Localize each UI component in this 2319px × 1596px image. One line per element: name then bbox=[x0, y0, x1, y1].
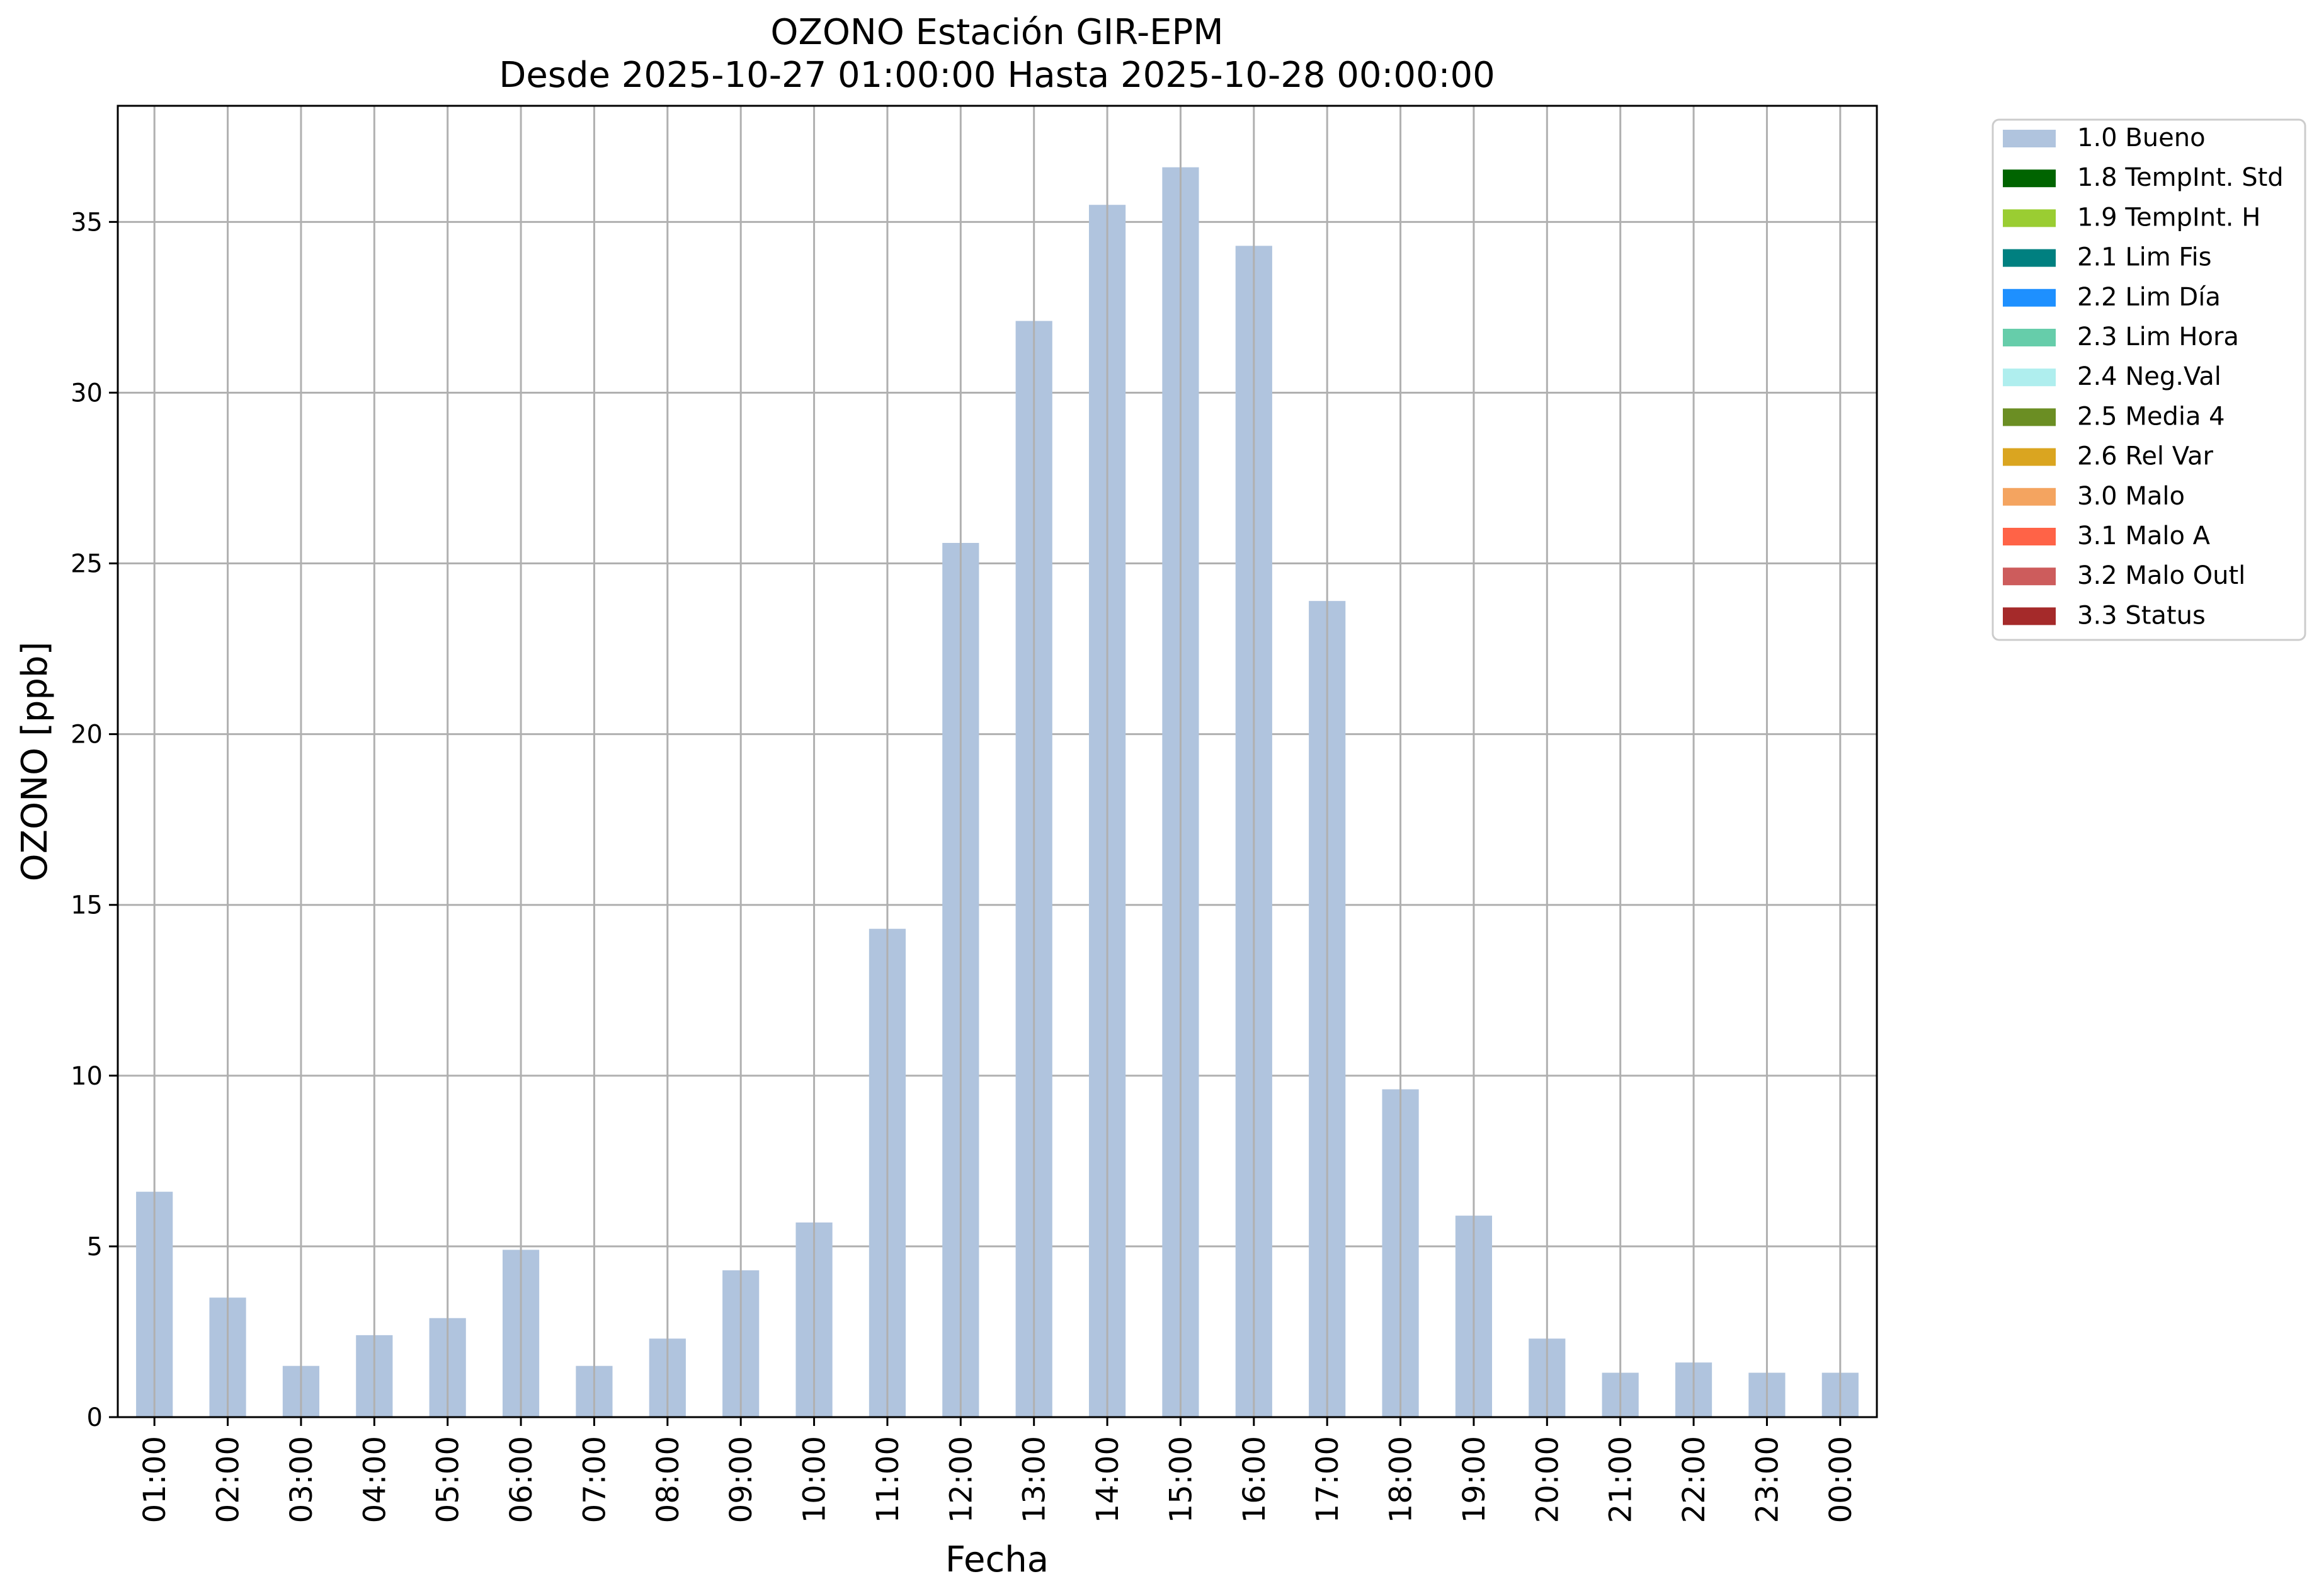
x-tick-label: 01:00 bbox=[137, 1436, 173, 1523]
legend-swatch bbox=[2003, 408, 2056, 426]
x-tick-label: 23:00 bbox=[1750, 1436, 1785, 1523]
y-tick-label: 30 bbox=[71, 379, 103, 408]
legend-items: 1.0 Bueno 1.8 TempInt. Std 1.9 TempInt. H 2… bbox=[2003, 123, 2284, 630]
x-tick-label: 08:00 bbox=[651, 1436, 686, 1523]
y-tick-label: 20 bbox=[71, 721, 103, 750]
x-tick-label: 21:00 bbox=[1604, 1436, 1639, 1523]
x-tick-label: 18:00 bbox=[1384, 1436, 1419, 1523]
legend-label: 3.2 Malo Outl bbox=[2077, 561, 2245, 590]
grid bbox=[118, 220, 1877, 1418]
legend-swatch bbox=[2003, 528, 2056, 545]
legend-label: 2.1 Lim Fis bbox=[2077, 243, 2211, 272]
legend-label: 3.3 Status bbox=[2077, 601, 2206, 630]
legend-label: 2.2 Lim Día bbox=[2077, 283, 2221, 312]
y-tick-label: 10 bbox=[71, 1062, 103, 1091]
x-tick-label: 07:00 bbox=[577, 1436, 612, 1523]
x-axis-ticks: 01:00 02:00 03:00 04:00 05:00 06:00 07:00 08:00… bbox=[137, 1417, 1859, 1523]
legend-swatch bbox=[2003, 607, 2056, 625]
legend-label: 2.5 Media 4 bbox=[2077, 402, 2225, 431]
chart-subtitle: Desde 2025-10-27 01:00:00 Hasta 2025-10-… bbox=[499, 55, 1495, 96]
y-tick-label: 5 bbox=[87, 1233, 103, 1262]
legend-label: 1.8 TempInt. Std bbox=[2077, 163, 2284, 192]
x-tick-label: 09:00 bbox=[724, 1436, 759, 1523]
y-tick-label: 25 bbox=[71, 550, 103, 579]
x-tick-label: 06:00 bbox=[504, 1436, 539, 1523]
legend-swatch bbox=[2003, 368, 2056, 387]
x-tick-label: 22:00 bbox=[1677, 1436, 1712, 1523]
legend-label: 2.6 Rel Var bbox=[2077, 442, 2214, 471]
legend-swatch bbox=[2003, 288, 2056, 307]
x-tick-label: 20:00 bbox=[1530, 1436, 1565, 1523]
y-axis-ticks: 0 5 10 15 20 25 30 35 bbox=[71, 208, 118, 1432]
legend-label: 3.0 Malo bbox=[2077, 482, 2185, 511]
x-tick-label: 17:00 bbox=[1310, 1436, 1345, 1523]
x-tick-label: 10:00 bbox=[797, 1436, 833, 1523]
y-tick-label: 15 bbox=[71, 891, 103, 920]
legend-swatch bbox=[2003, 487, 2056, 506]
x-tick-label: 02:00 bbox=[211, 1436, 246, 1523]
legend-label: 1.9 TempInt. H bbox=[2077, 203, 2260, 232]
legend-swatch bbox=[2003, 209, 2056, 227]
y-axis-label: OZONO [ppb] bbox=[14, 642, 55, 882]
legend-swatch bbox=[2003, 567, 2056, 586]
legend-label: 2.3 Lim Hora bbox=[2077, 322, 2239, 351]
x-axis-label: Fecha bbox=[945, 1539, 1049, 1580]
legend-swatch bbox=[2003, 329, 2056, 346]
legend-label: 2.4 Neg.Val bbox=[2077, 362, 2221, 391]
x-tick-label: 15:00 bbox=[1163, 1436, 1199, 1523]
x-tick-label: 04:00 bbox=[357, 1436, 392, 1523]
x-tick-label: 16:00 bbox=[1237, 1436, 1272, 1523]
vertical-grid bbox=[153, 106, 1842, 1417]
legend-swatch bbox=[2003, 169, 2056, 188]
legend-swatch bbox=[2003, 249, 2056, 267]
x-tick-label: 14:00 bbox=[1090, 1436, 1125, 1523]
legend-swatch bbox=[2003, 448, 2056, 466]
x-tick-label: 13:00 bbox=[1017, 1436, 1052, 1523]
legend: 1.0 Bueno 1.8 TempInt. Std 1.9 TempInt. H 2… bbox=[1991, 118, 2306, 641]
x-tick-label: 12:00 bbox=[943, 1436, 979, 1523]
x-tick-label: 11:00 bbox=[870, 1436, 906, 1523]
legend-swatch bbox=[2003, 130, 2056, 147]
y-tick-label: 35 bbox=[71, 208, 103, 237]
legend-box bbox=[1991, 118, 2306, 641]
y-tick-label: 0 bbox=[87, 1403, 103, 1432]
x-tick-label: 05:00 bbox=[431, 1436, 466, 1523]
x-tick-label: 19:00 bbox=[1457, 1436, 1492, 1523]
x-tick-label: 03:00 bbox=[284, 1436, 319, 1523]
plot-frame bbox=[117, 105, 1878, 1418]
chart-title: OZONO Estación GIR-EPM bbox=[770, 12, 1223, 53]
legend-label: 3.1 Malo A bbox=[2077, 522, 2211, 550]
x-tick-label: 00:00 bbox=[1823, 1436, 1859, 1523]
legend-label: 1.0 Bueno bbox=[2077, 123, 2206, 152]
